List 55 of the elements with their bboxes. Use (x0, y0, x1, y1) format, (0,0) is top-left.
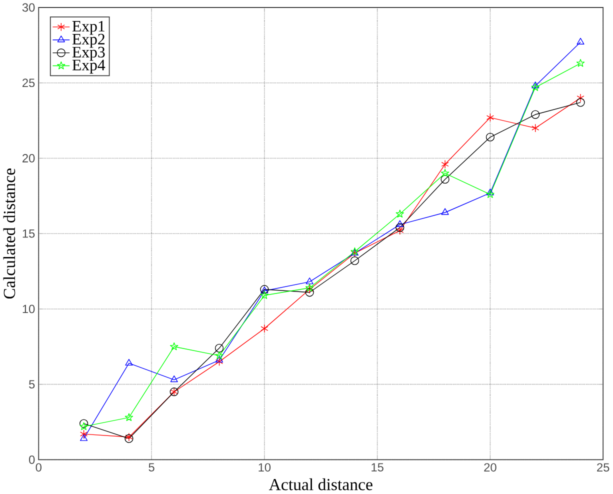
point (396, 220, 404, 228)
point (486, 133, 495, 142)
y-tick-label: 30 (22, 4, 35, 12)
point (215, 352, 224, 360)
x-tick-label: 20 (484, 463, 496, 472)
point (215, 356, 224, 363)
point (441, 208, 449, 216)
y-tick-label: 10 (22, 304, 35, 314)
point (532, 82, 540, 88)
legend-label: Exp2 (72, 34, 104, 48)
legend-label: Exp1 (72, 21, 104, 36)
y-tick-label: 5 (29, 380, 35, 389)
point (214, 344, 224, 353)
point (215, 358, 224, 366)
y-tick-label: 0 (29, 456, 35, 464)
point (260, 291, 269, 300)
y-axis-title: Calculated distance (3, 168, 16, 299)
y-tick-label: 15 (22, 230, 35, 238)
point (80, 430, 88, 439)
point (440, 169, 450, 178)
point (486, 190, 494, 198)
x-tick-label: 5 (148, 463, 154, 472)
point (80, 422, 88, 430)
point (260, 324, 268, 334)
point (80, 434, 88, 442)
point (576, 59, 585, 68)
point (125, 359, 133, 366)
point (305, 288, 314, 297)
legend-label: Exp4 (72, 60, 106, 74)
point (396, 223, 404, 232)
point (396, 210, 404, 218)
point (124, 413, 134, 422)
y-tick-label: 20 (22, 154, 35, 163)
point (350, 256, 360, 266)
x-axis-title: Actual distance (268, 478, 372, 490)
point (79, 419, 88, 428)
point (531, 110, 540, 120)
point (440, 175, 450, 184)
x-tick-label: 25 (597, 463, 610, 472)
point (306, 278, 314, 284)
point (170, 342, 178, 350)
y-tick-label: 25 (22, 78, 35, 88)
point (576, 38, 584, 45)
point (441, 160, 449, 169)
legend-label: Exp3 (72, 47, 105, 61)
x-tick-label: 15 (372, 463, 384, 472)
point (486, 113, 494, 122)
point (170, 376, 178, 382)
point (532, 124, 540, 133)
point (531, 83, 540, 92)
point (396, 226, 404, 236)
point (576, 98, 585, 108)
x-tick-label: 0 (36, 463, 42, 472)
x-tick-label: 10 (258, 463, 271, 472)
point (486, 188, 494, 196)
